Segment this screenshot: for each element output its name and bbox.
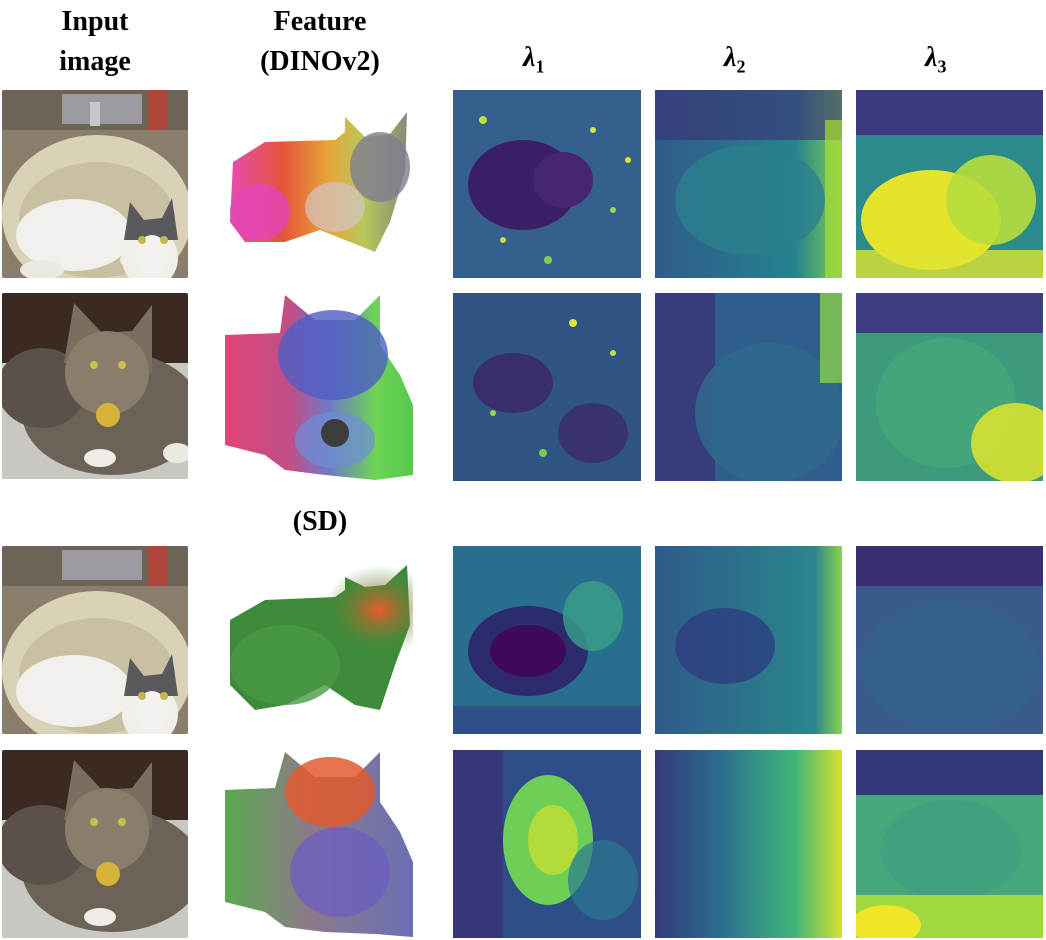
lambda3-map-1 — [856, 90, 1043, 278]
lambda-symbol: λ — [523, 42, 536, 73]
lambda2-map-2 — [655, 293, 842, 481]
lambda3-map-3 — [856, 546, 1043, 734]
header-input-line2: image — [59, 46, 131, 77]
header-input-line1: Input — [61, 6, 129, 37]
input-image-cat-sink-1 — [2, 90, 188, 278]
feature-map-dinov2-1 — [225, 112, 410, 260]
feature-map-sd-1 — [225, 565, 413, 715]
input-image-cat-lying-2 — [2, 750, 188, 938]
lambda1-map-2 — [453, 293, 641, 481]
header-sd: (SD) — [292, 506, 348, 537]
lambda2-map-3 — [655, 546, 842, 734]
header-input-image: Input image — [40, 2, 150, 82]
lambda3-map-2 — [856, 293, 1043, 481]
lambda3-map-4 — [856, 750, 1043, 938]
input-image-cat-sink-2 — [2, 546, 188, 734]
feature-map-sd-2 — [225, 752, 413, 937]
header-feature-line1: Feature — [273, 6, 367, 37]
lambda-symbol: λ — [925, 42, 938, 73]
lambda-subscript: 3 — [937, 56, 947, 77]
header-feature-line2: (DINOv2) — [260, 46, 380, 77]
header-lambda-2: λ2 — [724, 42, 745, 78]
lambda1-map-3 — [453, 546, 641, 734]
lambda1-map-1 — [453, 90, 641, 278]
feature-map-dinov2-2 — [225, 295, 413, 485]
input-image-cat-lying-1 — [2, 293, 188, 479]
lambda-subscript: 2 — [736, 56, 746, 77]
lambda2-map-1 — [655, 90, 842, 278]
header-feature: Feature (DINOv2) — [235, 2, 405, 82]
lambda1-map-4 — [453, 750, 641, 938]
header-lambda-1: λ1 — [523, 42, 544, 78]
lambda2-map-4 — [655, 750, 842, 938]
header-lambda-3: λ3 — [925, 42, 946, 78]
lambda-subscript: 1 — [535, 56, 545, 77]
lambda-symbol: λ — [724, 42, 737, 73]
